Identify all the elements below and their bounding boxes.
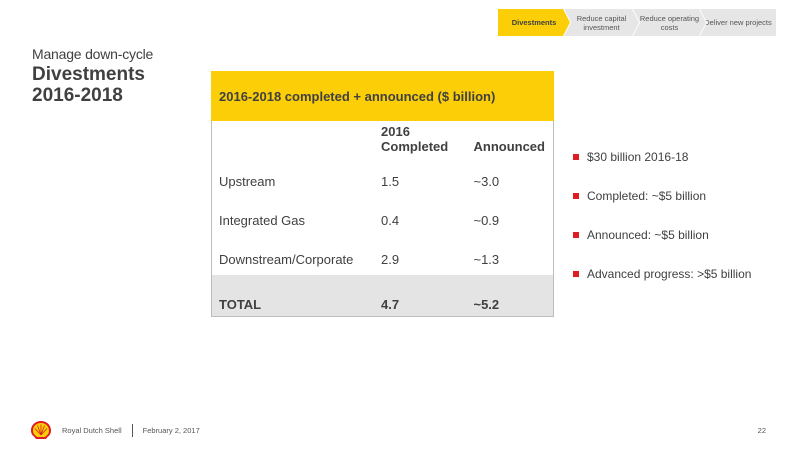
row-announced: ~1.3 xyxy=(473,252,500,267)
list-item: Advanced progress: >$5 billion xyxy=(573,254,751,293)
table-header-row: 2016 Completed Announced xyxy=(212,121,553,154)
progress-chevron-nav: Divestments Reduce capital investment Re… xyxy=(498,9,776,36)
row-announced: ~0.9 xyxy=(473,213,500,228)
row-2016-completed: 1.5 xyxy=(381,174,400,189)
square-bullet-icon xyxy=(573,192,579,199)
list-item: Completed: ~$5 billion xyxy=(573,176,751,215)
square-bullet-icon xyxy=(573,231,579,238)
table-title: 2016-2018 completed + announced ($ billi… xyxy=(211,71,554,121)
table-row: Upstream 1.5 ~3.0 xyxy=(212,154,553,192)
row-name: Integrated Gas xyxy=(219,213,305,228)
page-number: 22 xyxy=(757,426,766,435)
table-bottom-border xyxy=(211,316,554,317)
list-item: Announced: ~$5 billion xyxy=(573,215,751,254)
slide-subtitle: Manage down-cycle xyxy=(32,46,154,62)
footer-divider xyxy=(131,423,133,437)
nav-step-reduce-operating-costs: Reduce operating costs xyxy=(633,9,706,36)
list-item: $30 billion 2016-18 xyxy=(573,137,751,176)
row-name: Upstream xyxy=(219,174,276,189)
total-announced: ~5.2 xyxy=(473,297,500,312)
divestments-table: 2016-2018 completed + announced ($ billi… xyxy=(211,71,554,317)
table-body: 2016 Completed Announced Upstream 1.5 ~3… xyxy=(211,121,554,316)
total-2016-completed: 4.7 xyxy=(381,297,400,312)
nav-step-divestments: Divestments xyxy=(498,9,570,36)
key-points-list: $30 billion 2016-18 Completed: ~$5 billi… xyxy=(573,137,751,293)
footer-date: February 2, 2017 xyxy=(142,425,200,435)
square-bullet-icon xyxy=(573,270,579,277)
nav-step-reduce-capital-investment: Reduce capital investment xyxy=(564,9,639,36)
column-header-announced: Announced xyxy=(473,139,545,154)
table-row: Downstream/Corporate 2.9 ~1.3 xyxy=(212,231,553,270)
row-announced: ~3.0 xyxy=(473,174,500,189)
total-label: TOTAL xyxy=(219,297,262,312)
row-2016-completed: 2.9 xyxy=(381,252,400,267)
slide-footer: Royal Dutch Shell February 2, 2017 xyxy=(30,420,200,440)
table-row: Integrated Gas 0.4 ~0.9 xyxy=(212,192,553,231)
column-header-2016-completed: 2016 Completed xyxy=(381,124,449,154)
row-name: Downstream/Corporate xyxy=(219,252,354,267)
footer-company: Royal Dutch Shell xyxy=(62,425,122,435)
shell-pecten-logo-icon xyxy=(31,421,51,439)
nav-step-deliver-new-projects: Deliver new projects xyxy=(700,9,776,36)
table-total-row: TOTAL 4.7 ~5.2 xyxy=(212,275,553,316)
square-bullet-icon xyxy=(573,153,579,160)
slide-title: Divestments 2016-2018 xyxy=(32,64,145,106)
row-2016-completed: 0.4 xyxy=(381,213,400,228)
